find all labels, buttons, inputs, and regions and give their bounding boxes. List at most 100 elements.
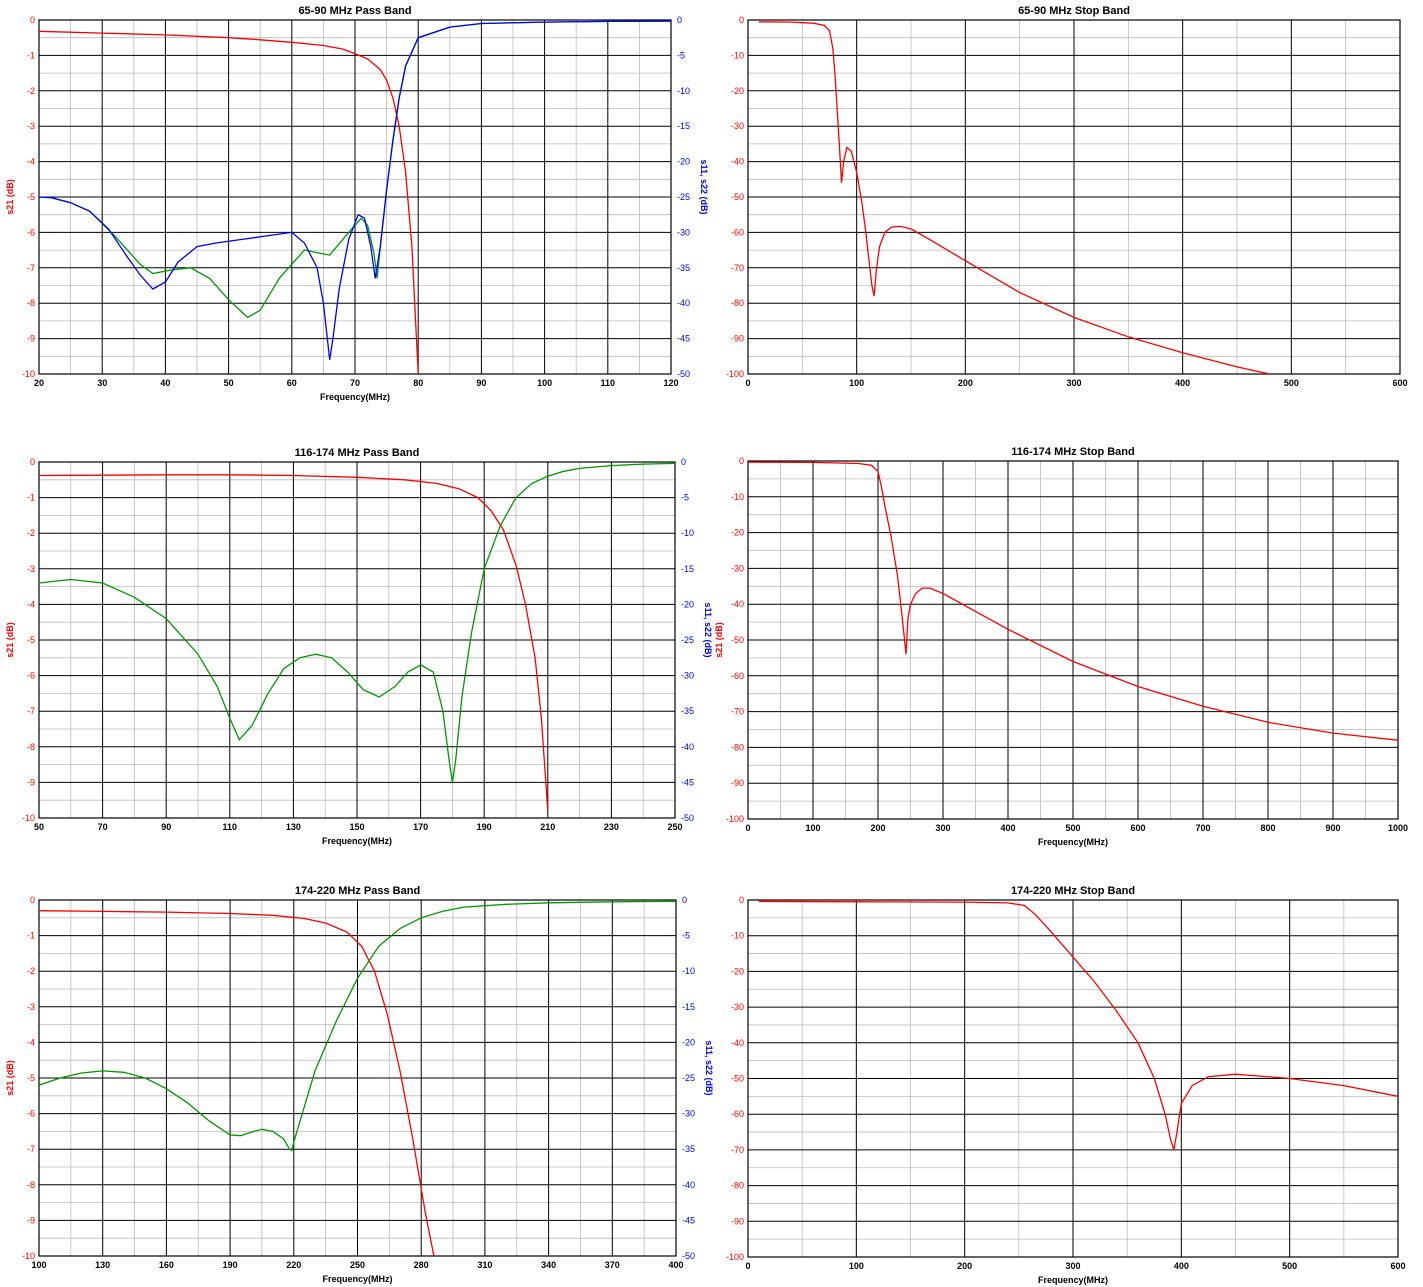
series-s21-line bbox=[758, 900, 1398, 1151]
y-axis-label: s21 (dB) bbox=[5, 622, 15, 658]
y2-tick-label: -45 bbox=[681, 777, 694, 787]
chart-1: 20 30 40 50 60 70 80 90 100 110 120 0 -1 -2 -3 -4 -5 -6 -7… bbox=[5, 5, 709, 402]
y-tick-label: -8 bbox=[27, 298, 35, 308]
y-tick-label: -70 bbox=[731, 263, 744, 273]
y-tick-label: 0 bbox=[739, 15, 744, 25]
y2-tick-label: -35 bbox=[677, 263, 690, 273]
y-tick-label: -5 bbox=[27, 635, 35, 645]
y2-tick-label: -30 bbox=[677, 227, 690, 237]
x-tick-label: 340 bbox=[541, 1260, 556, 1270]
chart-title: 174-220 MHz Pass Band bbox=[295, 885, 420, 897]
y-tick-label: -4 bbox=[27, 1037, 35, 1047]
y-tick-label: -90 bbox=[731, 778, 744, 788]
y-tick-label: -9 bbox=[27, 1215, 35, 1225]
y2-tick-label: 0 bbox=[682, 895, 687, 905]
y-tick-label: -1 bbox=[27, 50, 35, 60]
y-tick-label: -7 bbox=[27, 706, 35, 716]
series-s22-line bbox=[39, 900, 676, 1152]
y2-axis-label: s11, s22 (dB) bbox=[699, 159, 709, 214]
x-tick-label: 370 bbox=[605, 1260, 620, 1270]
y-tick-label: -10 bbox=[731, 492, 744, 502]
x-tick-label: 190 bbox=[477, 822, 492, 832]
x-tick-label: 230 bbox=[604, 822, 619, 832]
y-tick-label: -50 bbox=[731, 1074, 744, 1084]
y2-tick-label: -50 bbox=[681, 813, 694, 823]
x-tick-label: 200 bbox=[870, 823, 885, 833]
x-tick-label: 160 bbox=[159, 1260, 174, 1270]
y2-tick-label: -30 bbox=[681, 671, 694, 681]
y2-tick-label: -20 bbox=[681, 599, 694, 609]
y2-tick-label: -10 bbox=[681, 528, 694, 538]
x-tick-label: 250 bbox=[667, 822, 682, 832]
y-tick-label: 0 bbox=[30, 15, 35, 25]
x-tick-label: 70 bbox=[98, 822, 108, 832]
x-tick-label: 300 bbox=[1065, 1261, 1080, 1271]
y-tick-label: -2 bbox=[27, 528, 35, 538]
y-tick-label: -80 bbox=[731, 298, 744, 308]
x-tick-label: 70 bbox=[350, 378, 360, 388]
x-tick-label: 400 bbox=[1000, 823, 1015, 833]
series-s11-line bbox=[39, 20, 671, 360]
y2-tick-label: -10 bbox=[682, 966, 695, 976]
y2-tick-label: -20 bbox=[677, 157, 690, 167]
y-tick-label: -40 bbox=[731, 599, 744, 609]
x-tick-label: 0 bbox=[745, 823, 750, 833]
y2-tick-label: -10 bbox=[677, 86, 690, 96]
y-tick-label: -60 bbox=[731, 227, 744, 237]
plot-frame bbox=[747, 19, 1401, 375]
chart-4: 0 100 200 300 400 500 600 700 800 900 1000 0 -10 -20 -… bbox=[714, 446, 1408, 847]
series-s21-line bbox=[39, 910, 435, 1256]
y2-tick-label: -15 bbox=[682, 1002, 695, 1012]
x-tick-label: 500 bbox=[1284, 378, 1299, 388]
y-tick-label: -9 bbox=[27, 777, 35, 787]
y-tick-label: 0 bbox=[739, 456, 744, 466]
y2-axis-label: s11, s22 (dB) bbox=[703, 602, 713, 657]
y2-tick-label: -30 bbox=[682, 1109, 695, 1119]
y-tick-label: 0 bbox=[30, 895, 35, 905]
y-tick-label: -2 bbox=[27, 966, 35, 976]
y2-tick-label: 0 bbox=[677, 15, 682, 25]
x-tick-label: 500 bbox=[1065, 823, 1080, 833]
y-tick-label: -8 bbox=[27, 1180, 35, 1190]
y-tick-label: -4 bbox=[27, 599, 35, 609]
y-axis-label: s21 (dB) bbox=[5, 1060, 15, 1096]
x-tick-label: 150 bbox=[349, 822, 364, 832]
y2-tick-label: -15 bbox=[677, 121, 690, 131]
y-tick-label: -90 bbox=[731, 334, 744, 344]
y-tick-label: -40 bbox=[731, 157, 744, 167]
plot-frame bbox=[38, 899, 677, 1257]
y-tick-label: -10 bbox=[22, 813, 35, 823]
y-tick-label: -60 bbox=[731, 1109, 744, 1119]
y2-tick-label: -5 bbox=[681, 493, 689, 503]
y-tick-label: -3 bbox=[27, 1002, 35, 1012]
x-tick-label: 300 bbox=[935, 823, 950, 833]
y-tick-label: -30 bbox=[731, 563, 744, 573]
chart-2: 0 100 200 300 400 500 600 0 -10 -20 -30 -40 -50 -60 -7… bbox=[726, 5, 1408, 388]
x-tick-label: 100 bbox=[805, 823, 820, 833]
y2-tick-label: 0 bbox=[681, 457, 686, 467]
y2-tick-label: -25 bbox=[681, 635, 694, 645]
x-tick-label: 310 bbox=[477, 1260, 492, 1270]
y-tick-label: -70 bbox=[731, 1145, 744, 1155]
y-tick-label: -3 bbox=[27, 564, 35, 574]
x-axis-label: Frequency(MHz) bbox=[320, 392, 390, 402]
plot-frame bbox=[747, 460, 1399, 820]
y-tick-label: -100 bbox=[726, 369, 744, 379]
y2-tick-label: -15 bbox=[681, 564, 694, 574]
x-tick-label: 300 bbox=[1066, 378, 1081, 388]
x-tick-label: 500 bbox=[1282, 1261, 1297, 1271]
chart-5: 100 130 160 190 220 250 280 310 340 370 400 0 -1 -2 -3… bbox=[5, 885, 714, 1284]
y-tick-label: -80 bbox=[731, 742, 744, 752]
x-tick-label: 900 bbox=[1325, 823, 1340, 833]
y2-axis-label: s11, s22 (dB) bbox=[704, 1040, 714, 1095]
y-tick-label: -6 bbox=[27, 671, 35, 681]
x-tick-label: 190 bbox=[223, 1260, 238, 1270]
y-tick-label: -20 bbox=[731, 966, 744, 976]
y-tick-label: -3 bbox=[27, 121, 35, 131]
x-tick-label: 700 bbox=[1195, 823, 1210, 833]
chart-title: 116-174 MHz Pass Band bbox=[295, 447, 420, 459]
y-tick-label: -20 bbox=[731, 528, 744, 538]
y-tick-label: -50 bbox=[731, 635, 744, 645]
y-tick-label: -7 bbox=[27, 263, 35, 273]
